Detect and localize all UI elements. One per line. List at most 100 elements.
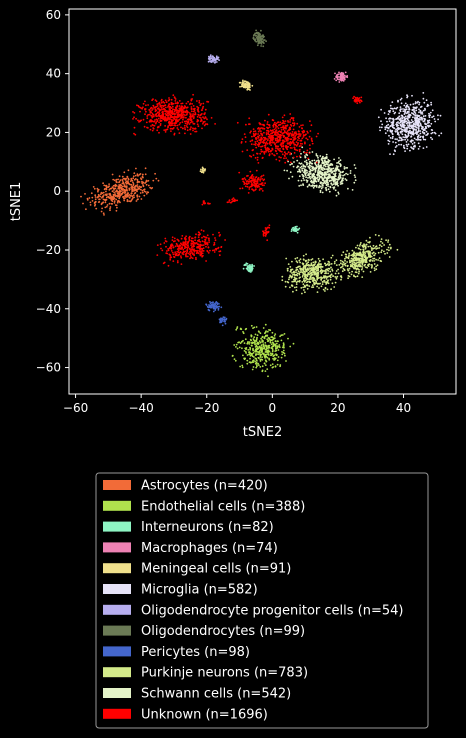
data-point: [260, 337, 262, 340]
data-point: [182, 110, 185, 113]
data-point: [251, 361, 254, 364]
data-point: [196, 105, 199, 108]
data-point: [412, 124, 415, 127]
data-point: [191, 237, 194, 240]
data-point: [113, 187, 116, 190]
data-point: [346, 167, 349, 169]
data-point: [324, 158, 326, 160]
data-point: [272, 357, 274, 360]
data-point: [404, 112, 406, 114]
data-point: [182, 116, 185, 119]
data-point: [273, 133, 276, 136]
data-point: [251, 368, 254, 371]
data-point: [260, 130, 262, 133]
data-point: [306, 171, 308, 174]
data-point: [147, 113, 150, 116]
data-point: [189, 257, 191, 260]
data-point: [218, 254, 221, 257]
data-point: [291, 260, 293, 263]
data-point: [422, 97, 425, 100]
data-point: [167, 104, 170, 107]
data-point: [315, 266, 318, 269]
data-point: [282, 145, 285, 147]
data-point: [386, 252, 389, 254]
data-point: [82, 202, 84, 205]
data-point: [319, 172, 321, 175]
data-point: [332, 175, 335, 178]
data-point: [300, 165, 303, 168]
data-point: [84, 193, 86, 195]
data-point: [257, 162, 260, 164]
data-point: [347, 277, 349, 280]
data-point: [312, 279, 314, 281]
data-point: [409, 129, 411, 132]
data-point: [392, 110, 395, 113]
data-point: [121, 179, 124, 181]
data-point: [274, 139, 277, 142]
data-point: [224, 322, 227, 325]
data-point: [295, 281, 298, 284]
data-point: [309, 278, 312, 280]
data-point: [200, 117, 202, 119]
data-point: [173, 115, 176, 118]
data-point: [310, 165, 313, 168]
data-point: [418, 115, 421, 117]
data-point: [158, 109, 161, 112]
data-point: [200, 251, 203, 254]
data-point: [427, 133, 429, 135]
data-point: [219, 320, 222, 322]
data-point: [150, 125, 152, 127]
data-point: [405, 108, 408, 111]
data-point: [364, 247, 367, 250]
data-point: [404, 138, 406, 141]
data-point: [214, 307, 216, 310]
data-point: [160, 116, 163, 119]
data-point: [367, 265, 370, 267]
data-point: [286, 124, 289, 127]
data-point: [355, 264, 358, 267]
data-point: [308, 152, 311, 155]
data-point: [325, 188, 328, 191]
data-point: [391, 137, 394, 140]
data-point: [241, 138, 244, 141]
data-point: [383, 112, 386, 114]
data-point: [279, 150, 282, 153]
data-point: [369, 252, 371, 255]
data-point: [292, 136, 294, 139]
data-point: [271, 346, 273, 349]
data-point: [276, 145, 278, 148]
data-point: [301, 146, 304, 149]
data-point: [259, 139, 261, 141]
data-point: [133, 172, 136, 175]
data-point: [208, 237, 210, 240]
data-point: [409, 127, 411, 130]
data-point: [321, 162, 324, 165]
data-point: [254, 157, 257, 159]
data-point: [394, 141, 397, 144]
data-point: [222, 316, 225, 318]
data-point: [411, 132, 414, 134]
data-point: [295, 227, 298, 230]
data-point: [391, 101, 394, 103]
data-point: [315, 271, 317, 273]
data-point: [190, 250, 192, 252]
y-tick-label: 0: [53, 184, 61, 198]
data-point: [313, 273, 315, 276]
data-point: [315, 135, 318, 138]
legend-swatch: [103, 625, 131, 636]
data-point: [248, 123, 250, 126]
data-point: [280, 156, 282, 159]
data-point: [348, 254, 350, 257]
data-point: [188, 251, 191, 253]
data-point: [259, 35, 262, 38]
data-point: [223, 316, 226, 319]
data-point: [399, 119, 401, 122]
data-point: [280, 150, 283, 153]
data-point: [254, 134, 256, 137]
data-point: [184, 110, 187, 113]
data-point: [190, 244, 193, 247]
data-point: [142, 118, 145, 121]
data-point: [302, 129, 305, 132]
data-point: [267, 375, 269, 378]
data-point: [430, 136, 432, 139]
